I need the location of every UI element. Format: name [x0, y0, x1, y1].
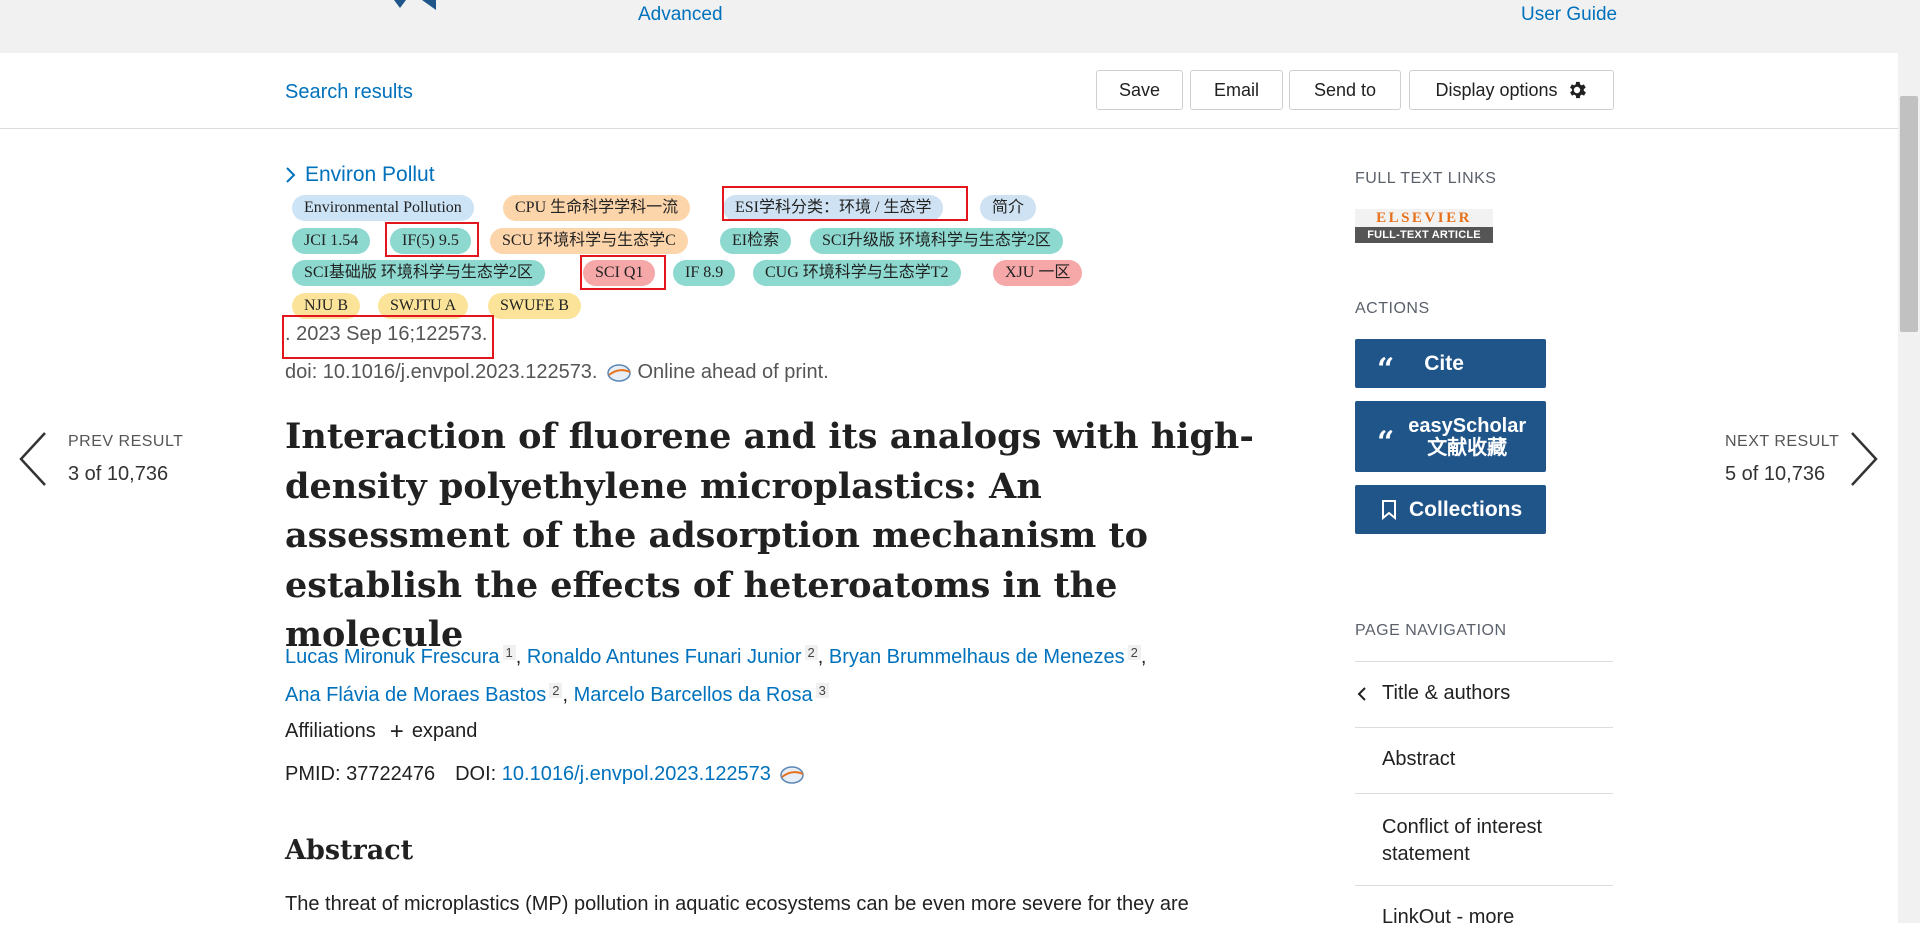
tag-scu: SCU 环境科学与生态学C [490, 228, 688, 254]
affiliation-number[interactable]: 2 [804, 645, 818, 660]
nav-item-abstract[interactable]: Abstract [1355, 727, 1613, 793]
affiliations-toggle[interactable]: Affiliations + expand [285, 717, 478, 745]
next-result-label[interactable]: NEXT RESULT [1725, 433, 1840, 450]
actions-heading: ACTIONS [1355, 300, 1430, 317]
tag-sci-upgrade: SCI升级版 环境科学与生态学2区 [810, 228, 1063, 254]
tag-xju: XJU 一区 [993, 260, 1083, 286]
journal-link[interactable]: Environ Pollut [285, 163, 435, 187]
highlight-box-if5 [385, 222, 479, 257]
highlight-box-esi [722, 186, 968, 221]
nav-item-title-authors[interactable]: Title & authors [1355, 661, 1613, 727]
tag-sci-basic: SCI基础版 环境科学与生态学2区 [292, 260, 545, 286]
elsevier-brand: ELSEVIER [1355, 209, 1493, 227]
save-button[interactable]: Save [1096, 70, 1183, 110]
cite-button[interactable]: “ Cite [1355, 339, 1546, 388]
abstract-text: The threat of microplastics (MP) polluti… [285, 893, 1189, 915]
doi-link[interactable]: 10.1016/j.envpol.2023.122573 [501, 763, 771, 785]
globe-icon [780, 765, 804, 784]
author-link[interactable]: Ana Flávia de Moraes Bastos [285, 684, 547, 706]
highlight-box-date [282, 315, 494, 359]
affiliation-number[interactable]: 2 [549, 683, 563, 698]
tag-esi: ESI学科分类：环境 / 生态学 [723, 195, 944, 221]
search-results-link[interactable]: Search results [285, 81, 413, 103]
tag-nju: NJU B [292, 293, 361, 319]
chevron-right-icon [286, 167, 296, 183]
journal-name: Environ Pollut [305, 163, 435, 186]
nav-item-label: Abstract [1382, 748, 1456, 770]
author-link[interactable]: Lucas Mironuk Frescura [285, 646, 500, 668]
next-result-arrow-icon[interactable] [1848, 430, 1880, 488]
affiliation-number[interactable]: 1 [502, 645, 516, 660]
tag-if: IF 8.9 [673, 260, 736, 286]
publication-date: . 2023 Sep 16;122573. [285, 323, 488, 345]
abstract-heading: Abstract [285, 835, 414, 866]
tag-ei: EI检索 [720, 228, 792, 254]
author-link[interactable]: Bryan Brummelhaus de Menezes [828, 646, 1125, 668]
nav-item-conflict[interactable]: Conflict of interest statement [1355, 793, 1613, 885]
nav-item-label: Conflict of interest statement [1382, 816, 1543, 865]
article-title: Interaction of fluorene and its analogs … [285, 416, 1254, 655]
top-banner: Advanced User Guide [0, 0, 1920, 54]
plus-icon: + [389, 717, 404, 745]
gear-icon [1569, 81, 1586, 99]
identifiers: PMID: 37722476 DOI: 10.1016/j.envpol.202… [285, 763, 811, 786]
page-navigation-list: Title & authors Abstract Conflict of int… [1355, 661, 1613, 928]
easyscholar-line1: easyScholar [1408, 414, 1527, 437]
author-link[interactable]: Ronaldo Antunes Funari Junior [526, 646, 802, 668]
quote-icon: “ [1377, 424, 1395, 460]
tag-cug: CUG 环境科学与生态学T2 [753, 260, 961, 286]
pubmed-logo-fragment [394, 0, 436, 10]
tag-swufe: SWUFE B [488, 293, 581, 319]
easyscholar-line2: 文献收藏 [1427, 436, 1508, 459]
pmid-label: PMID: [285, 763, 341, 785]
pmid-value: 37722476 [346, 763, 436, 785]
tag-jci: JCI 1.54 [292, 228, 371, 254]
page-navigation-heading: PAGE NAVIGATION [1355, 622, 1507, 639]
prev-result-arrow-icon[interactable] [17, 430, 49, 488]
collections-button[interactable]: Collections [1355, 485, 1546, 534]
cite-label: Cite [1424, 351, 1464, 375]
elsevier-full-text-link[interactable]: ELSEVIER FULL-TEXT ARTICLE [1355, 209, 1493, 243]
globe-icon [606, 363, 631, 382]
doi-citation-line: doi: 10.1016/j.envpol.2023.122573. Onlin… [285, 361, 829, 384]
tag-cpu: CPU 生命科学学科一流 [503, 195, 691, 221]
author-link[interactable]: Marcelo Barcellos da Rosa [573, 684, 813, 706]
quote-icon: “ [1377, 351, 1395, 387]
advanced-search-link[interactable]: Advanced [638, 4, 723, 25]
user-guide-link[interactable]: User Guide [1521, 4, 1618, 25]
display-options-button[interactable]: Display options [1409, 70, 1614, 110]
bookmark-icon [1382, 499, 1396, 520]
nav-item-linkout[interactable]: LinkOut - more [1355, 885, 1613, 928]
display-options-label: Display options [1435, 79, 1558, 100]
author-list: Lucas Mironuk Frescura 1, Ronaldo Antunes… [285, 645, 1147, 706]
affiliation-number[interactable]: 3 [815, 683, 829, 698]
chevron-left-icon [1357, 687, 1366, 701]
online-status: Online ahead of print. [637, 361, 829, 383]
affiliation-number[interactable]: 2 [1127, 645, 1141, 660]
easyscholar-button[interactable]: “ easyScholar 文献收藏 [1355, 401, 1546, 472]
email-button[interactable]: Email [1190, 70, 1283, 110]
affiliations-label: Affiliations [285, 720, 376, 742]
tag-sci-q1: SCI Q1 [583, 260, 656, 286]
prev-result-count[interactable]: 3 of 10,736 [68, 463, 169, 485]
doi-label: DOI: [455, 763, 497, 785]
highlight-box-sci-q1 [580, 255, 666, 290]
nav-item-label: LinkOut - more [1382, 906, 1515, 928]
easyscholar-label: easyScholar 文献收藏 [1408, 415, 1526, 459]
prev-result-label[interactable]: PREV RESULT [68, 433, 184, 450]
tag-swjtu: SWJTU A [378, 293, 469, 319]
tag-journal-full: Environmental Pollution [292, 195, 474, 221]
tag-if5: IF(5) 9.5 [390, 228, 471, 254]
nav-item-label: Title & authors [1382, 682, 1511, 704]
expand-label: expand [411, 720, 478, 742]
full-text-links-heading: FULL TEXT LINKS [1355, 170, 1497, 187]
scrollbar-thumb[interactable] [1900, 96, 1918, 332]
send-to-button[interactable]: Send to [1289, 70, 1401, 110]
doi-text: doi: 10.1016/j.envpol.2023.122573. [285, 361, 598, 383]
collections-label: Collections [1409, 497, 1523, 521]
next-result-count[interactable]: 5 of 10,736 [1725, 463, 1826, 485]
results-toolbar: Search results Save Email Send to Displa… [0, 53, 1920, 129]
tag-intro[interactable]: 简介 [980, 195, 1037, 221]
elsevier-subtitle: FULL-TEXT ARTICLE [1367, 229, 1481, 241]
